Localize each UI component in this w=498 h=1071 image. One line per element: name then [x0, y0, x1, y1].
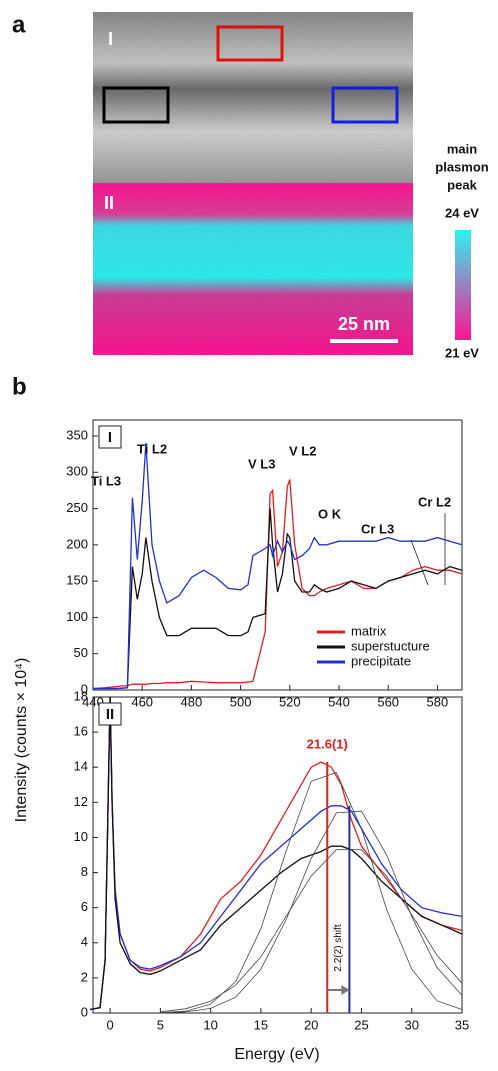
fit-line [89, 696, 463, 1011]
colorbar-gradient [455, 230, 471, 340]
colorbar-max: 24 eV [445, 205, 479, 220]
annotation: V L3 [248, 456, 275, 471]
plot-frame [92, 696, 463, 1014]
y-tick-label: 10 [74, 829, 88, 844]
annotation: Cr L2 [418, 494, 451, 509]
x-tick-label: 500 [230, 694, 252, 709]
plot: 440 460 480 500 520 540 560 5800501001502002503… [66, 419, 463, 709]
x-tick-label: 540 [328, 694, 350, 709]
panel-label-box [98, 425, 122, 449]
series-line [93, 508, 463, 690]
panel-label: b [12, 373, 27, 400]
x-tick-label: 35 [455, 1017, 469, 1032]
x-tick-label: 460 [131, 694, 153, 709]
shift-arrowhead [341, 985, 350, 995]
y-tick-label: 250 [66, 500, 88, 515]
x-tick-label: 480 [181, 694, 203, 709]
annotation: 2.2(2) shift [333, 924, 344, 971]
annotation: Ti L2 [137, 441, 167, 456]
y-tick-label: 2 [81, 969, 88, 984]
panel-label: II [106, 706, 114, 723]
colorbar-title: plasmon [435, 159, 489, 174]
colorbar-min: 21 eV [445, 345, 479, 360]
roi-box [216, 25, 284, 62]
plot-frame [92, 419, 463, 691]
plasmon-map [93, 183, 413, 355]
x-tick-label: 580 [427, 694, 449, 709]
y-tick-label: 50 [74, 645, 88, 660]
y-tick-label: 16 [74, 724, 88, 739]
y-tick-label: 6 [81, 899, 88, 914]
y-tick-label: 8 [81, 864, 88, 879]
fit-line [160, 810, 463, 1014]
y-tick-label: 150 [66, 573, 88, 588]
panel-label-box [98, 702, 122, 726]
plot: 0 5 10 15 20 25 30 35 0 2 4 6 8 10 12 14 16 18 II 21.6(1) 2.… [74, 688, 470, 1032]
scale-bar-label: 25 nm [338, 314, 390, 334]
roi-box [102, 86, 170, 124]
fit-line [89, 696, 463, 1011]
x-tick-label: 30 [404, 1017, 418, 1032]
region-label: II [104, 193, 114, 213]
region-label: I [108, 29, 113, 49]
x-tick-label: 5 [157, 1017, 164, 1032]
y-axis-title: Intensity (counts × 10⁴) [13, 658, 30, 823]
annotation: Cr L3 [361, 521, 394, 536]
annotation: 21.6(1) [307, 736, 348, 751]
y-tick-label: 300 [66, 464, 88, 479]
fit-line [89, 696, 463, 1011]
y-tick-label: 12 [74, 794, 88, 809]
y-tick-label: 0 [81, 681, 88, 696]
y-tick-label: 14 [74, 759, 88, 774]
series-line [93, 443, 463, 690]
annotation: O K [318, 506, 342, 521]
colorbar: main plasmon peak 24 eV 21 eV [435, 141, 489, 360]
x-tick-label: 20 [304, 1017, 318, 1032]
legend-label: superstucture [351, 638, 430, 653]
x-tick-label: 15 [254, 1017, 268, 1032]
y-tick-label: 350 [66, 427, 88, 442]
x-tick-label: 560 [377, 694, 399, 709]
tem-image [93, 12, 413, 183]
micrograph: I II 25 nm [93, 12, 413, 355]
roi-box [331, 86, 399, 124]
colorbar-title: peak [447, 177, 477, 192]
annotation: Ti L3 [91, 473, 121, 488]
y-tick-label: 200 [66, 536, 88, 551]
y-tick-label: 4 [81, 934, 88, 949]
x-tick-label: 25 [354, 1017, 368, 1032]
x-tick-label: 0 [106, 1017, 113, 1032]
y-tick-label: 0 [81, 1004, 88, 1019]
x-tick-label: 10 [203, 1017, 217, 1032]
fit-line [160, 772, 463, 1013]
leader-line [410, 539, 429, 586]
legend-label: matrix [351, 623, 387, 638]
fit-line [160, 849, 463, 1013]
y-tick-label: 18 [74, 688, 88, 703]
legend-label: precipitate [351, 653, 411, 668]
x-axis-title: Energy (eV) [234, 1046, 319, 1063]
panel-label: I [108, 429, 112, 446]
panel-label: a [12, 11, 26, 38]
annotation: V L2 [289, 443, 316, 458]
x-tick-label: 520 [279, 694, 301, 709]
colorbar-title: main [447, 141, 477, 156]
y-tick-label: 100 [66, 609, 88, 624]
